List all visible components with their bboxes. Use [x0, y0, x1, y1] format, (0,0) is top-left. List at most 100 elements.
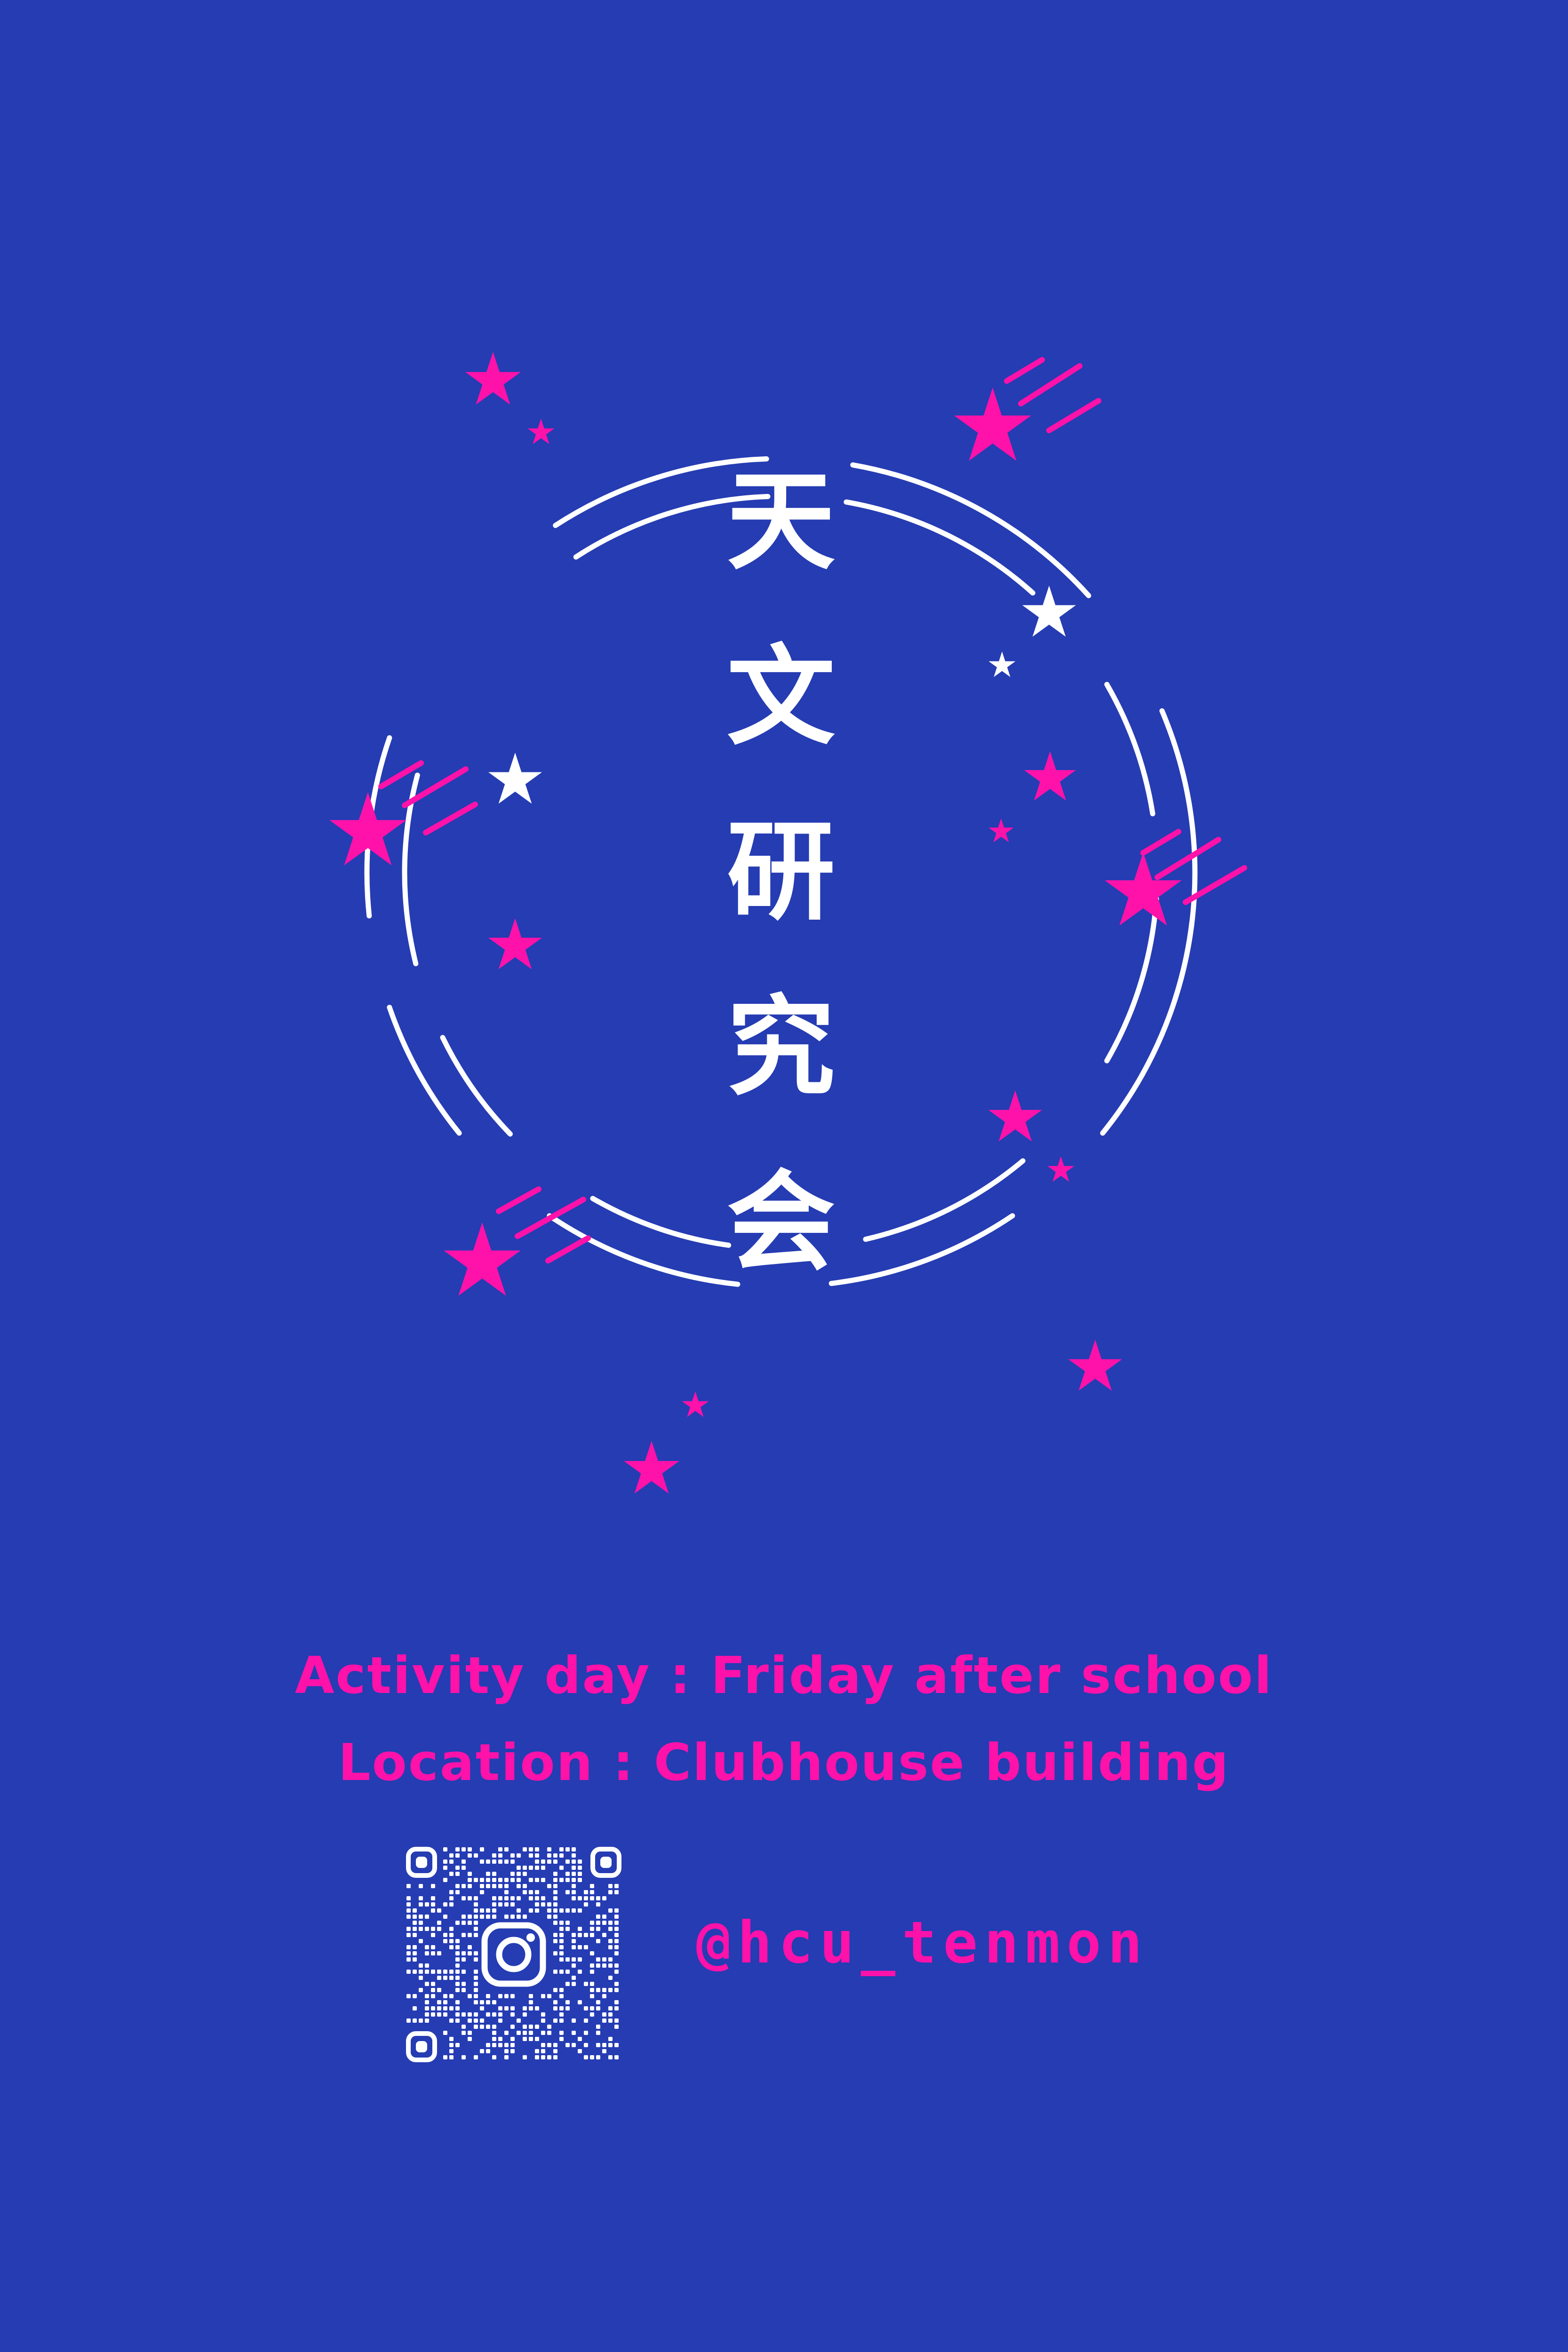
qr-module — [614, 2006, 619, 2010]
location-text: Location : Clubhouse building — [338, 1733, 1230, 1792]
qr-module — [535, 1847, 539, 1851]
qr-module — [572, 2043, 576, 2047]
qr-module — [590, 1982, 594, 1986]
inner-ring-arc — [844, 499, 1035, 596]
qr-module — [517, 1853, 521, 1858]
qr-module — [437, 1988, 441, 1992]
qr-module — [608, 2037, 613, 2041]
qr-module — [529, 1896, 533, 1900]
qr-module — [449, 1939, 454, 1943]
qr-module — [590, 1994, 594, 1998]
qr-module — [578, 2049, 582, 2053]
qr-module — [492, 2000, 496, 2004]
qr-module — [419, 1939, 423, 1943]
qr-module — [578, 1872, 582, 1876]
qr-module — [553, 1915, 557, 1919]
qr-module — [553, 1872, 557, 1876]
qr-module — [486, 1908, 490, 1913]
qr-module — [498, 1853, 502, 1858]
qr-module — [553, 1988, 557, 1992]
qr-module — [614, 1933, 619, 1937]
qr-module — [584, 2055, 588, 2059]
qr-module — [565, 1982, 570, 1986]
qr-module — [559, 1957, 564, 1962]
qr-module — [474, 1927, 478, 1931]
qr-module — [455, 1970, 460, 1974]
qr-module — [504, 2031, 509, 2035]
qr-module — [413, 1933, 417, 1937]
qr-module — [578, 1859, 582, 1864]
qr-module — [443, 1976, 447, 1980]
qr-module — [565, 2000, 570, 2004]
qr-module — [535, 1859, 539, 1864]
qr-module — [590, 1921, 594, 1925]
qr-module — [572, 1945, 576, 1949]
qr-module — [510, 1878, 515, 1882]
qr-module — [559, 1878, 564, 1882]
qr-module — [504, 1884, 509, 1888]
qr-module — [492, 1878, 496, 1882]
title-char: 会 — [726, 1160, 835, 1286]
qr-module — [572, 1957, 576, 1962]
qr-module — [608, 1988, 613, 1992]
qr-module — [431, 1970, 435, 1974]
qr-module — [498, 1902, 502, 1907]
qr-module — [413, 2006, 417, 2010]
qr-module — [565, 2006, 570, 2010]
title-char: 天 — [726, 459, 835, 585]
qr-module — [455, 2043, 460, 2047]
qr-module — [413, 1927, 417, 1931]
qr-module — [486, 1872, 490, 1876]
qr-module — [419, 1884, 423, 1888]
qr-module — [462, 1859, 466, 1864]
shooting-star-trail — [1154, 837, 1221, 880]
qr-module — [614, 1908, 619, 1913]
qr-module — [523, 1872, 527, 1876]
qr-module — [590, 1890, 594, 1894]
qr-module — [602, 1915, 606, 1919]
qr-module — [462, 1896, 466, 1900]
qr-module — [492, 1908, 496, 1913]
qr-module — [406, 1884, 411, 1888]
qr-module — [486, 2049, 490, 2053]
qr-module — [553, 2018, 557, 2023]
qr-module — [437, 1927, 441, 1931]
qr-module — [419, 1921, 423, 1925]
qr-module — [572, 1908, 576, 1913]
qr-module — [565, 1890, 570, 1894]
qr-module — [559, 1951, 564, 1955]
qr-module — [559, 1970, 564, 1974]
outer-ring-arc — [828, 1213, 1015, 1286]
qr-module — [462, 1988, 466, 1992]
instagram-qr-code[interactable] — [406, 1846, 622, 2063]
qr-module — [517, 1915, 521, 1919]
qr-module — [449, 1970, 454, 1974]
qr-module — [547, 2031, 551, 2035]
qr-module — [480, 1859, 484, 1864]
title-char: 研 — [726, 810, 835, 935]
qr-module — [614, 1939, 619, 1943]
qr-module — [553, 1884, 557, 1888]
qr-module — [541, 2018, 545, 2023]
qr-module — [602, 1921, 606, 1925]
qr-module — [480, 2025, 484, 2029]
qr-module — [504, 1890, 509, 1894]
qr-module — [406, 2018, 411, 2023]
qr-module — [602, 1994, 606, 1998]
qr-module — [596, 1988, 600, 1992]
qr-module — [462, 2012, 466, 2017]
qr-module — [419, 1988, 423, 1992]
qr-module — [468, 1945, 472, 1949]
qr-module — [406, 1970, 411, 1974]
qr-module — [449, 1933, 454, 1937]
qr-module — [425, 2018, 429, 2023]
qr-module — [504, 1878, 509, 1882]
qr-module — [419, 1896, 423, 1900]
qr-module — [449, 2006, 454, 2010]
qr-module — [572, 1982, 576, 1986]
qr-module — [455, 1945, 460, 1949]
qr-module — [614, 1951, 619, 1955]
qr-module — [517, 1908, 521, 1913]
instagram-handle[interactable]: @hcu_tenmon — [696, 1909, 1149, 1976]
qr-module — [510, 1896, 515, 1900]
